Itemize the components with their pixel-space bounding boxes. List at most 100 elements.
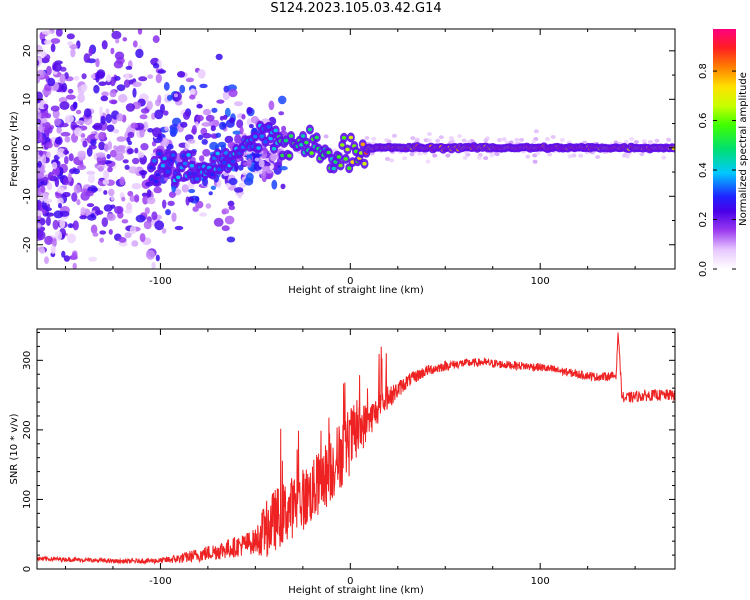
spectrogram-cell bbox=[271, 179, 278, 190]
spectrogram-cell bbox=[146, 189, 152, 199]
spectrogram-cell bbox=[106, 213, 116, 221]
spectrogram-cell bbox=[237, 192, 243, 199]
spectrogram-cell bbox=[46, 65, 52, 76]
spectrogram-cell bbox=[95, 58, 100, 68]
spectrogram-cell bbox=[138, 170, 148, 176]
spectrogram-cell bbox=[143, 220, 152, 230]
spectrogram-cell bbox=[489, 153, 495, 158]
spectrogram-cell bbox=[142, 195, 149, 205]
spectrogram-cell bbox=[125, 73, 130, 80]
spectrogram-cell bbox=[41, 154, 47, 164]
spectrogram-cell bbox=[123, 79, 131, 88]
spectrogram-cell bbox=[93, 84, 100, 94]
spectrogram-cell bbox=[417, 151, 423, 156]
spectrogram-cell bbox=[128, 79, 134, 85]
spectrogram-cell bbox=[44, 207, 52, 212]
spectrogram-cell bbox=[165, 209, 171, 216]
spectrogram-cell bbox=[115, 38, 120, 44]
spectrogram-cell bbox=[287, 153, 292, 158]
spectrogram-cell bbox=[410, 136, 416, 141]
spectrogram-cell bbox=[338, 163, 343, 168]
spectrogram-cell bbox=[90, 139, 97, 146]
spectrogram-cell bbox=[167, 200, 175, 207]
spectrogram-cell bbox=[116, 113, 124, 122]
spectrogram-cell bbox=[52, 166, 60, 177]
spectrogram-cell bbox=[409, 152, 415, 157]
spectrogram-cell bbox=[45, 216, 51, 227]
spectrogram-cell bbox=[307, 127, 313, 132]
spectrogram-cell bbox=[148, 165, 154, 170]
spectrogram-cell bbox=[100, 115, 106, 125]
spectrogram-cell bbox=[595, 155, 601, 159]
spectrogram-cell bbox=[234, 187, 244, 193]
spectrogram-cell bbox=[93, 122, 103, 131]
spectrogram-cell bbox=[165, 169, 171, 174]
spectrogram-cell bbox=[114, 153, 124, 161]
spectrogram-cell bbox=[121, 196, 126, 202]
spectrogram-cell bbox=[73, 184, 81, 194]
spectrogram-cell bbox=[182, 161, 188, 166]
x-tick-label: -100 bbox=[149, 276, 172, 287]
spectrogram-cell bbox=[314, 135, 319, 140]
spectrogram-cell bbox=[77, 150, 87, 158]
spectrogram-cell bbox=[280, 153, 285, 158]
spectrogram-cell bbox=[154, 109, 164, 120]
spectrogram-cell bbox=[81, 73, 87, 80]
spectrogram-cell bbox=[213, 217, 224, 227]
spectrogram-cell bbox=[234, 101, 243, 107]
y-tick-label: 200 bbox=[22, 420, 33, 439]
spectrogram-cell bbox=[115, 148, 126, 155]
spectrogram-cell bbox=[100, 95, 109, 102]
x-tick-label: 100 bbox=[531, 576, 550, 587]
spectrogram-cell bbox=[45, 141, 53, 149]
spectrogram-cell bbox=[154, 220, 165, 231]
spectrogram-cell bbox=[427, 132, 432, 136]
spectrogram-cell bbox=[147, 74, 154, 79]
spectrogram-cell bbox=[188, 188, 196, 194]
spectrogram-cell bbox=[110, 195, 115, 201]
spectrogram-cell bbox=[274, 154, 280, 159]
spectrogram-cell bbox=[118, 93, 128, 103]
spectrogram-cell bbox=[37, 111, 42, 119]
spectrogram-cell bbox=[246, 172, 254, 182]
spectrogram-cell bbox=[87, 173, 95, 184]
spectrogram-cell bbox=[257, 170, 263, 175]
spectrogram-cell bbox=[116, 136, 126, 142]
colorbar-tick-label: 0.2 bbox=[698, 212, 709, 228]
spectrogram-cell bbox=[122, 37, 128, 42]
spectrogram-cell bbox=[550, 135, 556, 139]
spectrogram-cell bbox=[40, 48, 46, 59]
spectrogram-cell bbox=[50, 245, 56, 254]
spectrogram-cell bbox=[37, 246, 45, 252]
spectrogram-cell bbox=[654, 138, 660, 143]
spectrogram-cell bbox=[37, 130, 41, 140]
spectrogram-cell bbox=[106, 124, 115, 132]
spectrogram-cell bbox=[197, 69, 206, 79]
spectrogram-cell bbox=[176, 175, 181, 180]
spectrogram-cell bbox=[187, 196, 195, 203]
spectrogram-cell bbox=[234, 134, 242, 144]
spectrogram-cell bbox=[215, 151, 220, 156]
spectrogram-cell bbox=[160, 163, 166, 168]
spectrogram-cell bbox=[132, 40, 138, 48]
spectrogram-cell bbox=[122, 159, 129, 164]
spectrogram-cell bbox=[59, 101, 70, 110]
spectrogram-cell bbox=[283, 138, 289, 143]
spectrogram-cell bbox=[126, 202, 133, 212]
spectrogram-cell bbox=[135, 214, 146, 223]
spectrogram-cell bbox=[535, 151, 541, 156]
spectrogram-cell bbox=[50, 43, 56, 53]
spectrogram-cell bbox=[56, 148, 66, 158]
spectrogram-cell bbox=[435, 138, 441, 143]
spectrogram-cell bbox=[128, 166, 138, 174]
spectrogram-cell bbox=[126, 136, 131, 143]
spectrogram-cell bbox=[547, 152, 553, 157]
spectrogram-cell bbox=[39, 117, 48, 124]
spectrogram-cell bbox=[73, 127, 83, 137]
spectrogram-cell bbox=[229, 117, 235, 124]
spectrogram-cell bbox=[258, 159, 265, 168]
spectrogram-cell bbox=[80, 207, 86, 215]
spectrogram-cell bbox=[199, 155, 205, 162]
spectrogram-cell bbox=[232, 130, 242, 135]
spectrogram-cell bbox=[364, 136, 370, 140]
